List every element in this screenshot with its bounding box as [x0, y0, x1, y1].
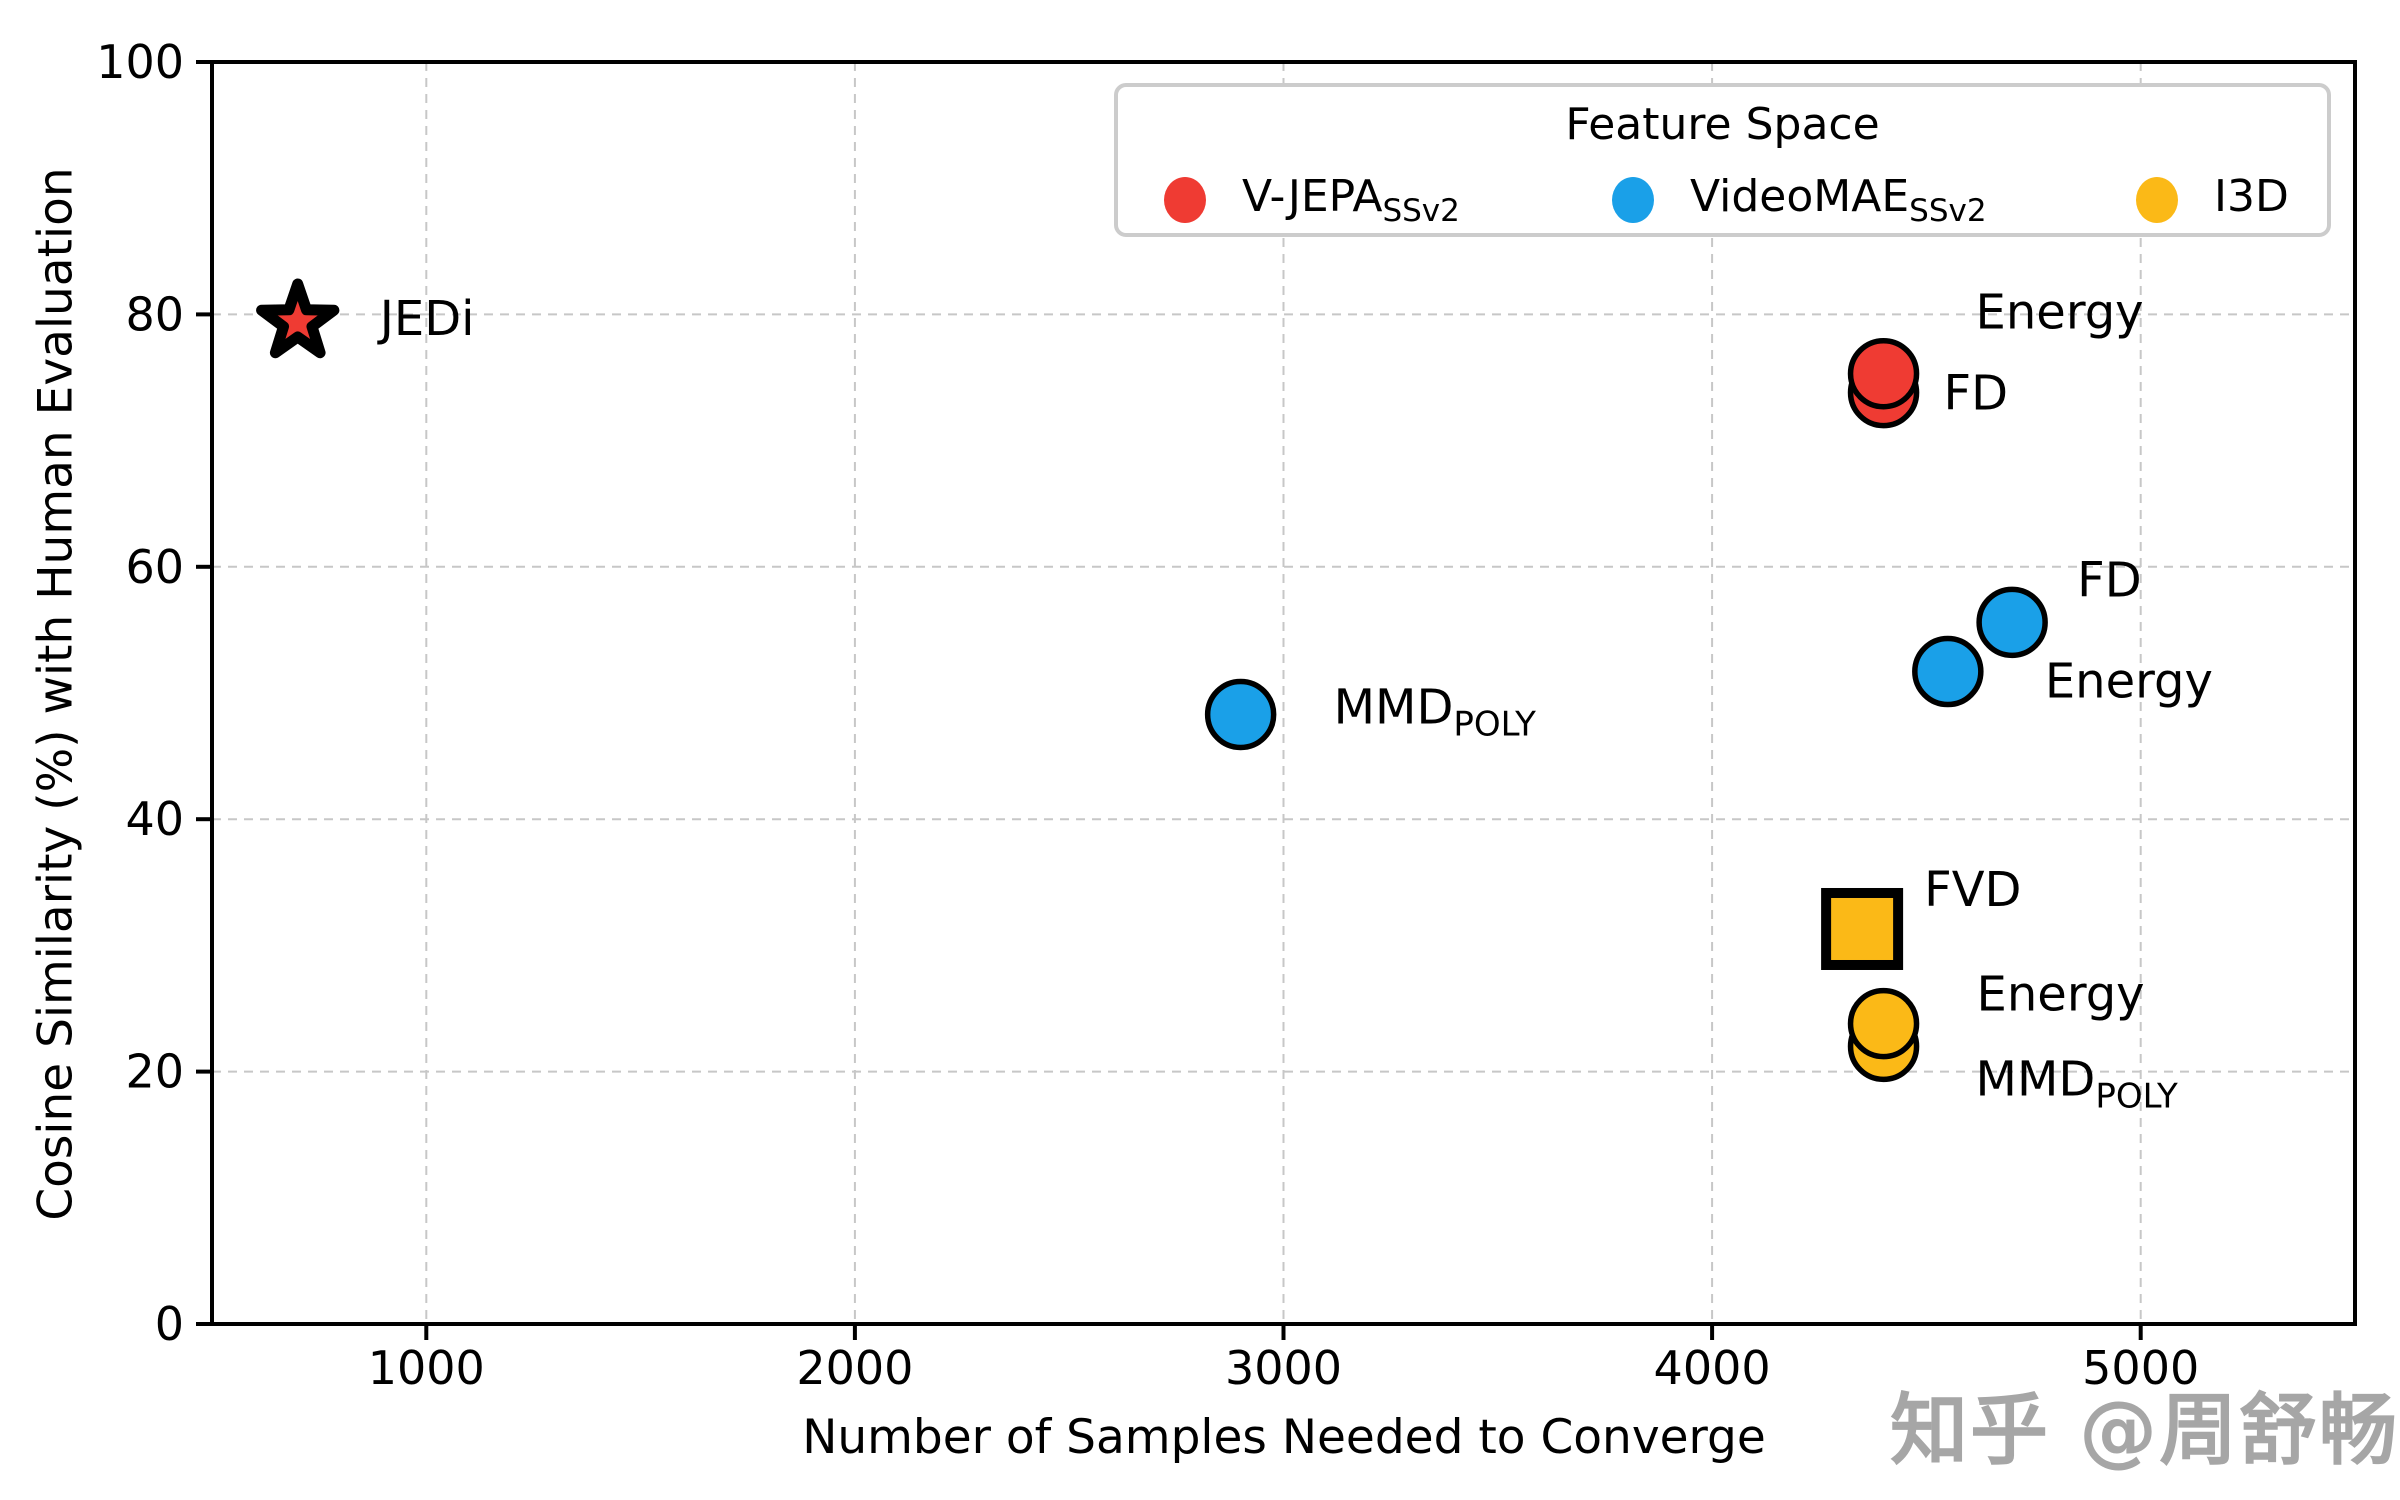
- plot-border: [210, 60, 2357, 1326]
- x-tick-label-5000: 5000: [2082, 1341, 2199, 1395]
- y-tick-label-20: 20: [125, 1045, 184, 1099]
- legend-item-videomae: VideoMAESSv2: [1612, 171, 1987, 229]
- y-axis-title: Cosine Similarity (%) with Human Evaluat…: [28, 167, 84, 1221]
- legend-label-i3d: I3D: [2214, 171, 2289, 222]
- legend-item-vjepa: V-JEPASSv2: [1164, 171, 1460, 229]
- legend-marker-vjepa-icon: [1164, 176, 1206, 223]
- label-i3d-mmd-poly: MMDPOLY: [1976, 1051, 2178, 1116]
- legend-label-videomae: VideoMAESSv2: [1690, 171, 1987, 229]
- y-tick-label-100: 100: [96, 35, 184, 89]
- legend-marker-i3d-icon: [2136, 176, 2178, 223]
- y-tick-label-60: 60: [125, 540, 184, 594]
- x-tick-label-1000: 1000: [368, 1341, 485, 1395]
- legend-title: Feature Space: [1565, 99, 1880, 150]
- label-v-jepa-ssv2-jedi: JEDi: [377, 291, 475, 347]
- label-videomae-ssv2-fd: FD: [2077, 552, 2142, 608]
- x-tick-label-4000: 4000: [1654, 1341, 1771, 1395]
- label-v-jepa-ssv2-energy: Energy: [1976, 285, 2144, 341]
- y-tick-label-0: 0: [155, 1297, 184, 1351]
- label-i3d-fvd: FVD: [1924, 862, 2021, 918]
- label-i3d-energy: Energy: [1977, 967, 2145, 1023]
- label-v-jepa-ssv2-fd: FD: [1944, 366, 2009, 422]
- y-tick-label-80: 80: [125, 287, 184, 341]
- point-i3d-fvd: [1821, 887, 1904, 970]
- point-videomae-ssv2-energy: [1912, 635, 1984, 708]
- x-tick-label-3000: 3000: [1225, 1341, 1342, 1395]
- point-v-jepa-ssv2-jedi: [256, 278, 340, 359]
- y-tick-label-40: 40: [125, 792, 184, 846]
- legend-item-i3d: I3D: [2136, 171, 2289, 229]
- legend-label-vjepa: V-JEPASSv2: [1242, 171, 1460, 229]
- watermark: 知乎 @周舒畅: [1890, 1386, 2400, 1476]
- label-videomae-ssv2-mmd-poly: MMDPOLY: [1334, 679, 1536, 744]
- x-tick-label-2000: 2000: [796, 1341, 913, 1395]
- x-axis-title: Number of Samples Needed to Converge: [802, 1410, 1766, 1465]
- label-videomae-ssv2-energy: Energy: [2045, 654, 2213, 710]
- point-v-jepa-ssv2-energy: [1847, 337, 1920, 410]
- point-videomae-ssv2-fd: [1976, 586, 2048, 659]
- point-videomae-ssv2-mmd-poly: [1204, 678, 1277, 751]
- legend-marker-videomae-icon: [1612, 176, 1654, 223]
- legend: Feature Space V-JEPASSv2 VideoMAESSv2 I3…: [1114, 83, 2331, 237]
- point-i3d-energy: [1847, 987, 1920, 1060]
